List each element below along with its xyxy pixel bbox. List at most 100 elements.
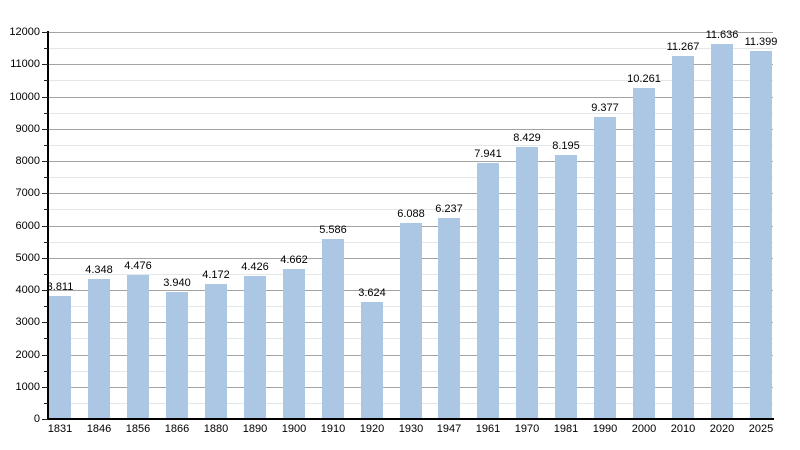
y-axis-tick (44, 209, 48, 210)
gridline-minor (49, 209, 773, 210)
y-axis-tick (42, 129, 48, 130)
y-tick-label: 10000 (9, 91, 40, 103)
x-tick-label: 1947 (436, 423, 462, 435)
y-axis-tick (42, 290, 48, 291)
y-axis-tick (42, 161, 48, 162)
y-axis-tick (42, 193, 48, 194)
bar-value-label: 7.941 (474, 148, 502, 160)
bar-1947 (438, 218, 460, 419)
y-axis-tick (42, 322, 48, 323)
bar-value-label: 5.586 (319, 224, 347, 236)
gridline-major (49, 32, 773, 33)
bar-1880 (205, 284, 227, 419)
bar-value-label: 4.172 (202, 269, 230, 281)
bar-1920 (361, 302, 383, 419)
bar-2020 (711, 44, 733, 419)
y-axis-tick (42, 226, 48, 227)
x-tick-label: 2000 (631, 423, 657, 435)
y-tick-label: 3000 (15, 316, 40, 328)
y-tick-label: 7000 (15, 187, 40, 199)
bar-1961 (477, 163, 499, 419)
x-tick-label: 1930 (398, 423, 424, 435)
bar-1970 (516, 147, 538, 419)
bar-value-label: 4.426 (241, 261, 269, 273)
gridline-major (49, 129, 773, 130)
gridline-minor (49, 48, 773, 49)
gridline-minor (49, 177, 773, 178)
bar-value-label: 3.811 (46, 281, 74, 293)
x-tick-label: 1831 (47, 423, 73, 435)
y-tick-label: 12000 (9, 26, 40, 38)
x-tick-label: 1961 (475, 423, 501, 435)
y-axis-tick (44, 274, 48, 275)
bar-value-label: 8.429 (513, 132, 541, 144)
x-tick-label: 2025 (748, 423, 774, 435)
gridline-major (49, 193, 773, 194)
y-tick-label: 0 (33, 413, 40, 425)
x-tick-label: 1856 (125, 423, 151, 435)
bar-1990 (594, 117, 616, 419)
y-axis-tick (44, 145, 48, 146)
bar-value-label: 9.377 (591, 102, 619, 114)
bar-value-label: 10.261 (627, 73, 661, 85)
y-axis-tick (44, 80, 48, 81)
y-tick-label: 11000 (10, 58, 40, 70)
y-axis-tick (42, 32, 48, 33)
gridline-minor (49, 80, 773, 81)
bar-1831 (49, 296, 71, 419)
y-axis-tick (44, 177, 48, 178)
plot-area: 3.811 4.348 4.476 3.940 4.172 4.426 4.662 5.586… (46, 29, 777, 419)
bar-value-label: 11.267 (666, 41, 700, 53)
gridline-minor (49, 113, 773, 114)
y-tick-label: 2000 (15, 349, 40, 361)
y-axis-tick (42, 387, 48, 388)
bar-1981 (555, 155, 577, 419)
y-axis-tick (42, 97, 48, 98)
bar-value-label: 6.088 (397, 208, 425, 220)
bar-2000 (633, 88, 655, 419)
bar-value-label: 3.624 (358, 287, 386, 299)
bar-value-label: 4.348 (85, 264, 113, 276)
y-axis-tick (42, 258, 48, 259)
bar-1910 (322, 239, 344, 419)
y-tick-label: 1000 (15, 381, 40, 393)
bar-value-label: 6.237 (435, 203, 463, 215)
bar-value-label: 4.662 (280, 254, 308, 266)
bar-2010 (672, 56, 694, 419)
bar-value-label: 11.636 (705, 29, 739, 41)
x-tick-label: 1981 (553, 423, 579, 435)
y-axis-tick (44, 403, 48, 404)
x-tick-label: 1890 (242, 423, 268, 435)
y-axis-tick (44, 338, 48, 339)
bar-value-label: 11.399 (744, 36, 778, 48)
y-axis-tick (44, 113, 48, 114)
gridline-major (49, 161, 773, 162)
y-tick-label: 9000 (15, 123, 40, 135)
y-tick-label: 8000 (15, 155, 40, 167)
y-tick-label: 5000 (15, 252, 40, 264)
y-axis-tick (44, 306, 48, 307)
y-axis-tick (42, 419, 48, 420)
x-tick-label: 2010 (670, 423, 696, 435)
x-tick-label: 1970 (514, 423, 540, 435)
gridline-major (49, 97, 773, 98)
x-axis-line (47, 418, 774, 420)
x-tick-label: 1920 (359, 423, 385, 435)
gridline-major (49, 64, 773, 65)
x-tick-label: 1866 (164, 423, 190, 435)
y-tick-label: 6000 (15, 220, 40, 232)
bar-1846 (88, 279, 110, 419)
y-axis-tick (44, 242, 48, 243)
y-axis-tick (44, 371, 48, 372)
y-axis-tick (42, 64, 48, 65)
bar-1890 (244, 276, 266, 419)
y-tick-label: 4000 (15, 284, 40, 296)
bar-1866 (166, 292, 188, 419)
bar-1930 (400, 223, 422, 419)
bar-2025 (750, 51, 772, 419)
bar-value-label: 4.476 (124, 260, 152, 272)
bar-1856 (127, 275, 149, 419)
y-axis-tick (42, 355, 48, 356)
y-axis-tick (44, 48, 48, 49)
